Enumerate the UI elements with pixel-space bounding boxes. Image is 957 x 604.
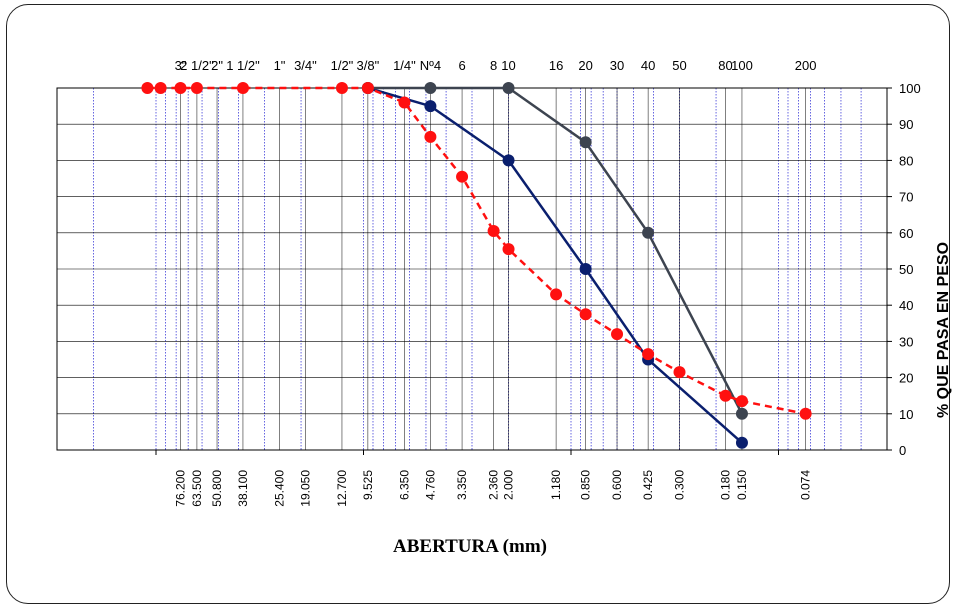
series-3-point [361,82,374,94]
series-3-point [502,243,515,256]
sieve-mm-label: 3.350 [455,470,469,500]
sieve-mm-label: 0.600 [610,470,624,500]
sieve-mm-label: 25.400 [272,470,286,507]
series-2-point [579,136,592,149]
sieve-name-label: 200 [795,58,817,73]
series-1-point [502,154,515,167]
sieve-name-label: 80 [718,58,732,73]
y-tick-label: 30 [899,334,913,349]
sieve-name-label: 1/4" [393,58,416,73]
y-tick-label: 80 [899,153,913,168]
series-3-point [154,82,167,94]
series-3-point [642,348,655,361]
sieve-mm-label: 0.150 [735,470,749,500]
axes-layer [56,87,892,455]
series-line-3 [147,86,806,416]
y-tick-label: 40 [899,298,913,313]
y-tick-label: 20 [899,371,913,386]
series-3-point [174,82,187,94]
series-line-2 [367,86,744,415]
series-3-point [335,82,348,94]
series-2-point [642,226,655,239]
sieve-mm-label: 12.700 [335,470,349,507]
series-3-point [673,366,686,379]
sieve-name-label: 2" [211,58,223,73]
series-3-point [550,288,563,301]
sieve-name-label: 2 1/2" [180,58,214,73]
sieve-name-label: 20 [578,58,592,73]
sieve-mm-label: 50.800 [210,470,224,507]
sieve-name-label: 3/4" [294,58,317,73]
y-tick-label: 70 [899,190,913,205]
series-line-1 [367,86,743,444]
sieve-mm-label: 38.100 [236,470,250,507]
series-2-point [502,82,515,94]
sieve-mm-label: 0.180 [719,470,733,500]
series-1-point [579,263,592,275]
series-3-point [487,224,500,237]
series-3-point [735,395,748,408]
series-3-point [611,328,624,341]
series-3-point [799,407,812,420]
y-axis-label: % QUE PASA EN PESO [935,242,952,418]
sieve-name-label: 30 [610,58,624,73]
sieve-mm-label: 2.000 [502,470,516,500]
y-tick-label: 100 [899,81,921,96]
sieve-name-label: 6 [458,58,465,73]
sieve-mm-label: 0.850 [579,470,593,500]
sieve-name-label: 8 [490,58,497,73]
sieve-name-label: 3" [175,58,187,73]
sieve-mm-label: 6.350 [397,470,411,500]
sieve-name-label: Nº4 [420,58,441,73]
series-3-point [579,308,592,321]
series-3-point [398,96,411,109]
sieve-mm-label: 19.050 [298,470,312,507]
sieve-mm-label: 1.180 [549,470,563,500]
sieve-mm-label: 0.074 [799,470,813,500]
y-tick-label: 50 [899,262,913,277]
sieve-name-label: 16 [549,58,563,73]
series-2-point [424,82,437,94]
x-axis-label: ABERTURA (mm) [393,536,547,557]
series-1-point [735,436,748,449]
series-3-point [141,82,154,94]
sieve-name-label: 10 [501,58,515,73]
y-tick-label: 10 [899,407,913,422]
series-2-point [735,407,748,420]
sieve-mm-label: 76.200 [173,470,187,507]
sieve-name-label: 50 [672,58,686,73]
sieve-mm-label: 0.425 [641,470,655,500]
y-tick-label: 0 [899,443,906,458]
sieve-name-label: 1 1/2" [226,58,260,73]
sieve-name-label: 1/2" [331,58,354,73]
grain-size-chart: 0 10 20 30 40 50 60 70 80 90 100 3" 76.200 2 1/2" 63.5… [56,58,952,557]
series-3-point [719,389,732,402]
series-3-point [190,82,203,94]
series-layer [141,82,812,449]
y-tick-label: 60 [899,226,913,241]
series-3-point [424,130,437,143]
sieve-name-label: 40 [641,58,655,73]
label-layer: 0 10 20 30 40 50 60 70 80 90 100 3" 76.200 2 1/2" 63.5… [173,58,920,507]
grid-layer [56,87,888,451]
series-1-point [424,100,437,113]
sieve-name-label: 3/8" [357,58,380,73]
sieve-name-label: 100 [731,58,753,73]
y-tick-label: 90 [899,117,913,132]
sieve-mm-label: 2.360 [487,470,501,500]
series-3-point [236,82,249,94]
sieve-mm-label: 0.300 [673,470,687,500]
sieve-mm-label: 9.525 [361,470,375,500]
series-3-point [456,170,469,183]
sieve-mm-label: 4.760 [423,470,437,500]
sieve-name-label: 1" [274,58,286,73]
sieve-mm-label: 63.500 [190,470,204,507]
